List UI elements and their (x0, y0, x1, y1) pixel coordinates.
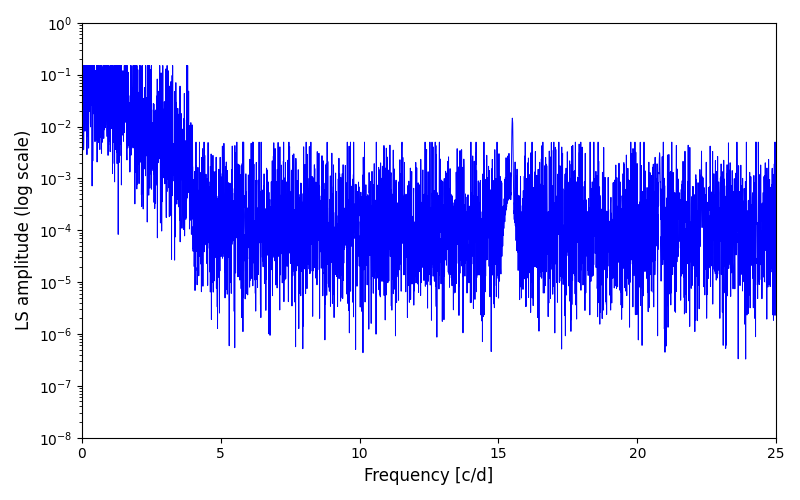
X-axis label: Frequency [c/d]: Frequency [c/d] (364, 467, 494, 485)
Y-axis label: LS amplitude (log scale): LS amplitude (log scale) (15, 130, 33, 330)
